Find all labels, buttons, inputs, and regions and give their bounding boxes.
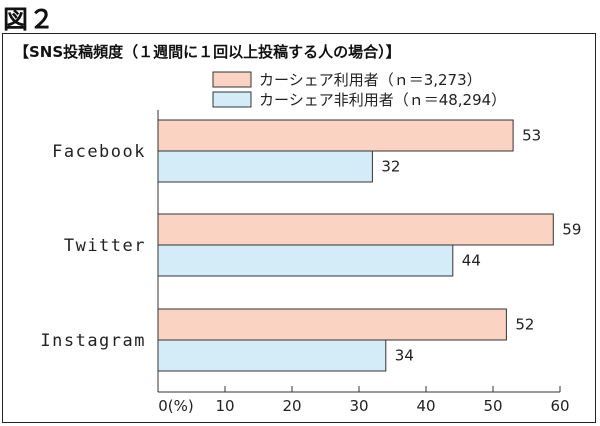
x-tick-label-60: 60 (550, 397, 569, 415)
bar-twitter-series-1 (157, 213, 554, 246)
bar-facebook-series-1 (157, 119, 514, 152)
bar-instagram-series-1 (157, 308, 507, 341)
x-tick-label-20: 20 (282, 397, 301, 415)
x-tick-label-40: 40 (416, 397, 435, 415)
category-label-twitter: Twitter (64, 236, 146, 256)
value-label-twitter-series-1: 59 (562, 221, 581, 239)
value-label-facebook-series-1: 53 (522, 127, 541, 145)
legend-label-series-2: カーシェア非利用者（ｎ＝48,294） (259, 91, 506, 109)
value-label-twitter-series-2: 44 (462, 252, 481, 270)
bar-facebook-series-2 (157, 150, 373, 183)
value-label-instagram-series-2: 34 (395, 347, 414, 365)
value-label-instagram-series-1: 52 (515, 316, 534, 334)
legend-swatch-series-1 (212, 71, 252, 88)
legend-label-series-1: カーシェア利用者（ｎ＝3,273） (259, 71, 482, 89)
x-tick-label-0: 0(%) (158, 397, 194, 415)
value-label-facebook-series-2: 32 (381, 158, 400, 176)
legend-swatch-series-2 (212, 91, 252, 108)
x-tick-label-30: 30 (349, 397, 368, 415)
bar-instagram-series-2 (157, 339, 387, 372)
bar-twitter-series-2 (157, 244, 454, 277)
category-label-facebook: Facebook (52, 142, 146, 162)
x-tick-label-50: 50 (483, 397, 502, 415)
category-label-instagram: Instagram (40, 331, 146, 351)
figure-label: 図２ (3, 5, 56, 34)
x-tick-label-10: 10 (215, 397, 234, 415)
chart-title: 【SNS投稿頻度（１週間に１回以上投稿する人の場合）】 (14, 43, 401, 61)
